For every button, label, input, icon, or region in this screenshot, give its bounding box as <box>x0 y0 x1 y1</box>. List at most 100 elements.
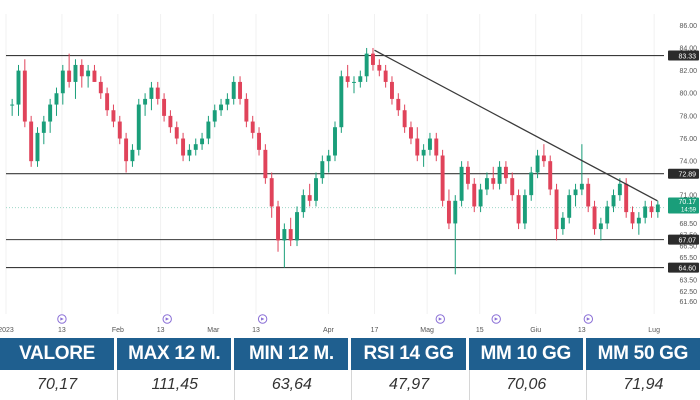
candles <box>10 47 660 275</box>
candle-body <box>86 70 91 77</box>
stat-value: 71,94 <box>585 370 700 400</box>
x-tick-label: 15 <box>476 327 484 334</box>
candle-body <box>48 104 53 122</box>
candle-body <box>73 64 78 82</box>
candle-body <box>244 98 249 122</box>
x-tick-label: 17 <box>371 327 379 334</box>
candle-body <box>314 178 318 201</box>
last-price-box <box>668 197 699 214</box>
stat-valore: VALORE 70,17 <box>0 338 115 400</box>
x-tick-label: Mag <box>420 327 434 334</box>
stat-header: VALORE <box>0 338 115 370</box>
candle-body <box>358 76 363 82</box>
candle-body <box>402 110 407 128</box>
candle-body <box>364 53 369 77</box>
candle-body <box>446 200 451 224</box>
level-price-label: 72.89 <box>678 172 696 179</box>
stat-header: MM 10 GG <box>468 338 583 370</box>
candle-body <box>371 53 375 65</box>
last-price-time: 14:59 <box>681 208 697 214</box>
candle-body <box>655 204 660 213</box>
candle-body <box>301 195 306 213</box>
candle-body <box>320 161 325 179</box>
y-tick-label: 78.00 <box>679 113 697 120</box>
stat-max-12m: MAX 12 M. 111,45 <box>117 338 232 400</box>
stat-header: MAX 12 M. <box>117 338 232 370</box>
event-marker-icon <box>57 314 67 324</box>
y-tick-label: 63.50 <box>679 278 697 285</box>
last-price-label: 70.17 <box>678 199 696 206</box>
candle-body <box>79 64 84 77</box>
y-tick-label: 84.00 <box>679 45 697 52</box>
candle-body <box>263 149 268 179</box>
candle-body <box>174 127 179 139</box>
candle-body <box>225 98 230 105</box>
event-marker-arrow <box>261 317 265 321</box>
candle-body <box>440 155 445 201</box>
stat-min-12m: MIN 12 M. 63,64 <box>234 338 349 400</box>
candle-body <box>560 217 565 230</box>
stat-value: 111,45 <box>117 370 232 400</box>
candle-body <box>516 195 521 224</box>
candle-body <box>617 183 622 196</box>
candle-body <box>649 206 654 213</box>
level-price-label: 67.07 <box>678 237 696 244</box>
candle-body <box>624 183 629 213</box>
stat-value: 63,64 <box>234 370 349 400</box>
level-price-box <box>668 234 699 245</box>
x-tick-label: Mar <box>207 327 220 334</box>
candle-body <box>168 115 173 128</box>
y-tick-label: 62.50 <box>679 289 697 296</box>
candle-body <box>579 183 584 190</box>
candle-body <box>212 110 217 122</box>
y-tick-label: 80.00 <box>679 91 697 98</box>
candle-body <box>16 70 21 105</box>
level-price-box <box>668 50 699 61</box>
candle-body <box>472 183 477 207</box>
y-tick-label: 68.50 <box>679 221 697 228</box>
x-tick-label: 13 <box>252 327 260 334</box>
event-marker-icon <box>491 314 501 324</box>
stat-value: 47,97 <box>351 370 466 400</box>
candle-body <box>282 229 287 241</box>
price-chart[interactable]: 86.00 84.00 82.00 80.00 78.00 76.00 74.00 71.00… <box>0 0 700 338</box>
candle-body <box>276 206 280 241</box>
stat-mm-50: MM 50 GG 71,94 <box>585 338 700 400</box>
candle-body <box>503 166 508 179</box>
x-tick-label: Giu <box>530 327 541 334</box>
event-marker-icon <box>435 314 445 324</box>
candle-body <box>484 178 489 190</box>
candle-body <box>288 229 293 241</box>
candle-body <box>352 81 356 83</box>
candle-body <box>200 138 205 145</box>
x-tick-label: 13 <box>578 327 586 334</box>
y-tick-label: 76.00 <box>679 136 697 143</box>
price-axis: 86.00 84.00 82.00 80.00 78.00 76.00 74.00 71.00… <box>668 23 699 306</box>
x-tick-label: 2023 <box>0 327 14 334</box>
candle-body <box>187 149 192 156</box>
candle-body <box>295 212 299 241</box>
event-marker-arrow <box>494 317 499 321</box>
event-marker-icon <box>583 314 594 324</box>
candle-body <box>598 223 603 230</box>
time-axis: 2023 13 Feb 13 Mar 13 Apr 17 Mag 15 Giu 13 Lug <box>0 327 660 334</box>
candle-body <box>231 81 236 99</box>
candle-body <box>269 178 274 207</box>
level-price-label: 64.60 <box>678 265 696 272</box>
level-price-box <box>668 262 699 273</box>
stats-table: VALORE 70,17 MAX 12 M. 111,45 MIN 12 M. … <box>0 338 700 400</box>
candle-body <box>29 121 34 162</box>
trendline-segment <box>374 49 658 202</box>
candle-body <box>307 195 312 201</box>
horizontal-levels <box>6 54 664 269</box>
candle-body <box>238 81 243 99</box>
candle-body <box>592 206 597 230</box>
chart-background <box>0 0 700 338</box>
candle-body <box>586 183 591 207</box>
candle-body <box>383 70 388 82</box>
candle-body <box>339 76 344 128</box>
candle-body <box>193 144 198 150</box>
candle-body <box>117 121 122 139</box>
candle-body <box>491 178 496 184</box>
candle-body <box>181 138 186 156</box>
